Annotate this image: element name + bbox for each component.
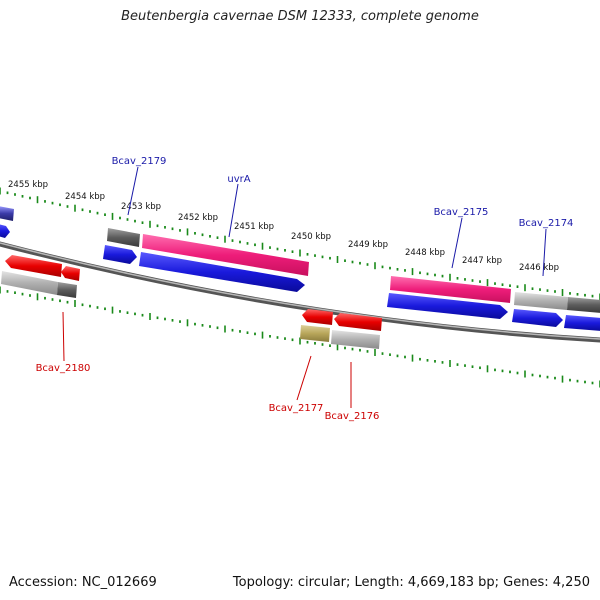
bcav2175-cds[interactable] — [390, 276, 511, 303]
gene-box[interactable] — [331, 330, 380, 349]
scale-ring-outer — [0, 187, 600, 301]
kbp-label: 2448 kbp — [405, 248, 445, 258]
gene-arrow[interactable] — [512, 309, 563, 327]
gene-box[interactable] — [514, 292, 568, 310]
kbp-label: 2455 kbp — [8, 180, 48, 190]
kbp-label: 2447 kbp — [462, 256, 502, 266]
gene-arrow[interactable] — [564, 315, 600, 331]
gene-arrow[interactable] — [0, 224, 10, 238]
gene-box[interactable] — [1, 271, 58, 295]
gene-arrow[interactable] — [5, 255, 62, 277]
gene-label-bcav2180[interactable]: Bcav_2180 — [36, 363, 91, 374]
kbp-label: 2451 kbp — [234, 222, 274, 232]
kbp-label: 2449 kbp — [348, 240, 388, 250]
uvrA-gene-arrow[interactable] — [139, 252, 305, 292]
gene-labels: Bcav_2179 uvrA Bcav_2175 Bcav_2174 Bcav_… — [36, 156, 574, 422]
gene-arrow[interactable] — [302, 309, 333, 325]
gene-box[interactable] — [57, 282, 77, 298]
forward-feature-track — [0, 206, 600, 331]
gene-label-bcav2176[interactable]: Bcav_2176 — [325, 411, 380, 422]
gene-label-bcav2175[interactable]: Bcav_2175 — [434, 207, 489, 218]
kbp-label: 2446 kbp — [519, 263, 559, 273]
reverse-feature-track — [1, 255, 382, 349]
label-leaders — [62, 166, 547, 408]
gene-label-bcav2177[interactable]: Bcav_2177 — [269, 403, 324, 414]
gene-arrow[interactable] — [61, 266, 80, 281]
kbp-label: 2452 kbp — [178, 213, 218, 223]
topology-text: Topology: circular; Length: 4,669,183 bp… — [232, 575, 590, 590]
genome-title: Beutenbergia cavernae DSM 12333, complet… — [121, 9, 479, 24]
kbp-label: 2450 kbp — [291, 232, 331, 242]
kbp-label: 2454 kbp — [65, 192, 105, 202]
gene-arrow[interactable] — [334, 313, 382, 331]
kbp-label: 2453 kbp — [121, 202, 161, 212]
bcav2175-gene-arrow[interactable] — [387, 293, 508, 319]
gene-arrow[interactable] — [0, 206, 14, 221]
uvrA-cds[interactable] — [142, 234, 309, 276]
gene-arrow[interactable] — [103, 245, 137, 264]
genome-backbone — [0, 241, 600, 343]
gene-label-uvra[interactable]: uvrA — [227, 174, 250, 185]
gene-label-bcav2179[interactable]: Bcav_2179 — [112, 156, 167, 167]
scale-labels: 2455 kbp 2454 kbp 2453 kbp 2452 kbp 2451… — [8, 180, 559, 273]
accession-text: Accession: NC_012669 — [9, 575, 157, 590]
gene-box[interactable] — [107, 228, 140, 247]
gene-box[interactable] — [567, 297, 600, 313]
gene-label-bcav2174[interactable]: Bcav_2174 — [519, 218, 574, 229]
gene-box[interactable] — [300, 325, 330, 342]
scale-ring-inner — [0, 286, 600, 388]
